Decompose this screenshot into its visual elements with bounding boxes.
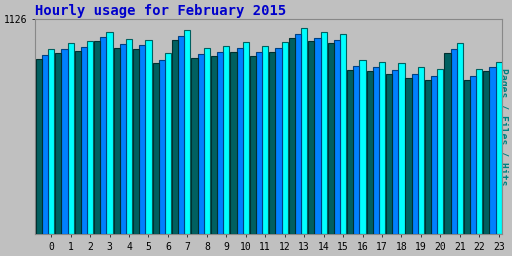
Bar [243,42,249,234]
Bar [48,49,54,234]
Bar [153,63,159,234]
Bar [100,37,106,234]
Bar [406,78,412,234]
Bar [262,46,268,234]
Bar [184,30,190,234]
Bar [457,43,463,234]
Bar [308,41,314,234]
Text: Hourly usage for February 2015: Hourly usage for February 2015 [35,4,287,18]
Bar [347,70,353,234]
Bar [230,52,237,234]
Bar [139,45,145,234]
Bar [353,66,359,234]
Bar [295,34,301,234]
Bar [451,49,457,234]
Bar [68,43,74,234]
Bar [114,48,120,234]
Bar [36,59,42,234]
Bar [412,74,418,234]
Bar [165,53,171,234]
Bar [145,40,152,234]
Bar [379,61,385,234]
Bar [444,53,451,234]
Bar [120,44,126,234]
Bar [126,39,132,234]
Bar [431,76,437,234]
Bar [256,52,262,234]
Bar [204,48,210,234]
Bar [42,55,48,234]
Bar [314,38,321,234]
Bar [418,67,424,234]
Bar [464,80,470,234]
Bar [159,60,165,234]
Bar [301,28,307,234]
Bar [133,49,139,234]
Bar [496,61,502,234]
Bar [94,40,100,234]
Bar [211,56,217,234]
Bar [250,56,256,234]
Bar [425,80,431,234]
Bar [328,43,334,234]
Bar [489,67,496,234]
Bar [172,40,178,234]
Bar [359,60,366,234]
Bar [191,58,198,234]
Bar [61,49,68,234]
Bar [367,71,373,234]
Bar [87,41,93,234]
Y-axis label: Pages / Files / Hits: Pages / Files / Hits [498,68,508,186]
Bar [373,67,379,234]
Bar [178,36,184,234]
Bar [269,52,275,234]
Bar [275,48,282,234]
Bar [386,74,392,234]
Bar [282,42,288,234]
Bar [476,69,482,234]
Bar [81,47,87,234]
Bar [198,54,204,234]
Bar [398,63,404,234]
Bar [223,46,229,234]
Bar [340,34,346,234]
Bar [470,76,476,234]
Bar [437,69,443,234]
Bar [237,48,243,234]
Bar [321,32,327,234]
Bar [55,53,61,234]
Bar [392,70,398,234]
Bar [217,52,223,234]
Bar [106,32,113,234]
Bar [75,51,81,234]
Bar [334,40,340,234]
Bar [483,71,489,234]
Bar [289,38,295,234]
